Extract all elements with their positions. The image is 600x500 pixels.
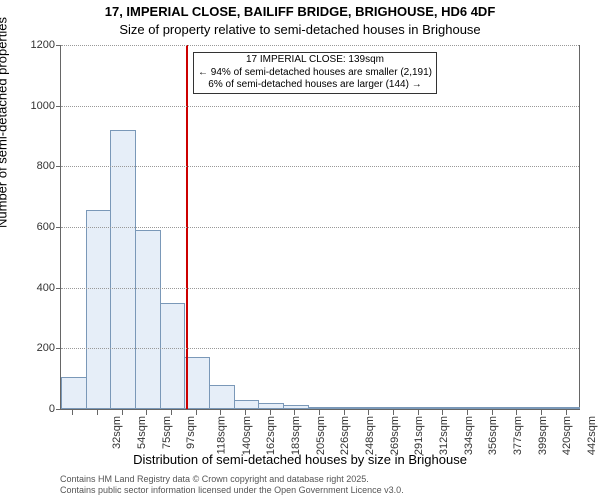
gridline xyxy=(61,166,579,167)
xtick-mark xyxy=(467,410,468,415)
xtick-label: 118sqm xyxy=(215,416,227,454)
xtick-label: 399sqm xyxy=(537,416,549,455)
histogram-bar xyxy=(135,230,161,409)
ytick-label: 400 xyxy=(37,282,61,294)
ytick-label: 200 xyxy=(37,342,61,354)
xtick-label: 356sqm xyxy=(487,416,499,455)
ytick-label: 600 xyxy=(37,221,61,233)
xtick-mark xyxy=(171,410,172,415)
histogram-bar xyxy=(160,303,186,409)
credits-line2: Contains public sector information licen… xyxy=(60,485,404,496)
histogram-bar xyxy=(234,400,260,409)
histogram-bar xyxy=(505,407,531,409)
xtick-label: 377sqm xyxy=(512,416,524,455)
xtick-mark xyxy=(393,410,394,415)
gridline xyxy=(61,106,579,107)
histogram-bar xyxy=(382,407,408,409)
annotation-line1: 17 IMPERIAL CLOSE: 139sqm xyxy=(198,54,432,67)
gridline xyxy=(61,348,579,349)
xtick-mark xyxy=(294,410,295,415)
xtick-mark xyxy=(196,410,197,415)
xtick-mark xyxy=(344,410,345,415)
xtick-label: 420sqm xyxy=(561,416,573,455)
histogram-bar xyxy=(406,407,432,409)
xtick-label: 269sqm xyxy=(389,416,401,455)
histogram-bar xyxy=(431,407,457,409)
xtick-label: 291sqm xyxy=(413,416,425,455)
gridline xyxy=(61,227,579,228)
xtick-label: 312sqm xyxy=(438,416,450,455)
histogram-bar xyxy=(184,357,210,409)
ytick-label: 1200 xyxy=(31,39,61,51)
histogram-bar xyxy=(480,407,506,409)
histogram-bar xyxy=(554,407,580,409)
histogram-bar xyxy=(258,403,284,409)
plot-area: 17 IMPERIAL CLOSE: 139sqm ← 94% of semi-… xyxy=(60,45,580,410)
annotation-line3: 6% of semi-detached houses are larger (1… xyxy=(198,79,432,92)
histogram-bar xyxy=(209,385,235,409)
gridline xyxy=(61,288,579,289)
xtick-label: 334sqm xyxy=(463,416,475,455)
histogram-bar xyxy=(357,407,383,409)
xtick-label: 162sqm xyxy=(265,416,277,455)
ytick-label: 1000 xyxy=(31,100,61,112)
ytick-label: 800 xyxy=(37,160,61,172)
xtick-mark xyxy=(245,410,246,415)
xtick-mark xyxy=(368,410,369,415)
y-axis-label: Number of semi-detached properties xyxy=(0,17,10,228)
credits: Contains HM Land Registry data © Crown c… xyxy=(60,474,404,496)
xtick-mark xyxy=(418,410,419,415)
xtick-label: 226sqm xyxy=(339,416,351,455)
xtick-mark xyxy=(220,410,221,415)
chart-subtitle: Size of property relative to semi-detach… xyxy=(0,22,600,37)
histogram-bar xyxy=(456,407,482,409)
histogram-bar xyxy=(332,407,358,409)
xtick-label: 248sqm xyxy=(364,416,376,455)
xtick-mark xyxy=(516,410,517,415)
xtick-label: 442sqm xyxy=(586,416,598,455)
xtick-label: 75sqm xyxy=(161,416,173,449)
xtick-label: 32sqm xyxy=(111,416,123,449)
annotation-line2: ← 94% of semi-detached houses are smalle… xyxy=(198,67,432,80)
gridline xyxy=(61,45,579,46)
xtick-mark xyxy=(97,410,98,415)
xtick-mark xyxy=(270,410,271,415)
histogram-bar xyxy=(110,130,136,409)
xtick-label: 140sqm xyxy=(241,416,253,455)
histogram-bar xyxy=(86,210,112,409)
xtick-label: 97sqm xyxy=(185,416,197,449)
xtick-label: 54sqm xyxy=(136,416,148,449)
histogram-bar xyxy=(308,407,334,409)
annotation-box: 17 IMPERIAL CLOSE: 139sqm ← 94% of semi-… xyxy=(193,52,437,94)
xtick-mark xyxy=(566,410,567,415)
xtick-mark xyxy=(146,410,147,415)
chart-container: 17, IMPERIAL CLOSE, BAILIFF BRIDGE, BRIG… xyxy=(0,0,600,500)
chart-title: 17, IMPERIAL CLOSE, BAILIFF BRIDGE, BRIG… xyxy=(0,4,600,19)
credits-line1: Contains HM Land Registry data © Crown c… xyxy=(60,474,404,485)
xtick-label: 183sqm xyxy=(290,416,302,455)
xtick-mark xyxy=(541,410,542,415)
x-axis-label: Distribution of semi-detached houses by … xyxy=(0,452,600,467)
xtick-mark xyxy=(492,410,493,415)
histogram-bar xyxy=(61,377,87,409)
xtick-mark xyxy=(319,410,320,415)
histogram-bar xyxy=(530,407,556,409)
xtick-mark xyxy=(122,410,123,415)
histogram-bar xyxy=(283,405,309,409)
xtick-mark xyxy=(442,410,443,415)
xtick-label: 205sqm xyxy=(315,416,327,455)
xtick-mark xyxy=(72,410,73,415)
